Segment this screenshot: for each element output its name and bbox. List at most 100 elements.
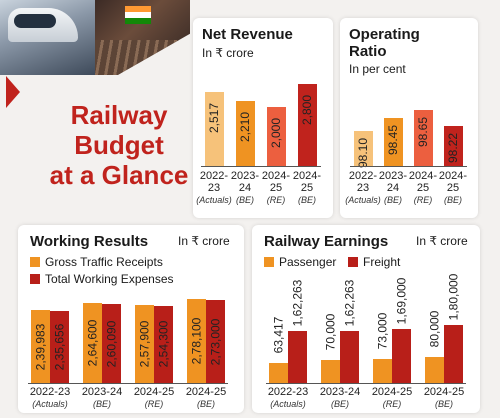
x-tick-line: 2022- (348, 170, 378, 182)
x-tick-sublabel: (BE) (435, 399, 453, 409)
x-tick-sublabel: (BE) (444, 195, 462, 205)
x-tick-line: 24 (238, 182, 252, 194)
bar-total-working-expenses-1 (102, 304, 121, 383)
bar-passenger-2 (373, 359, 392, 383)
bar-2024-25-RE (413, 109, 433, 166)
x-tick-line: 2022-23 (29, 386, 71, 398)
x-tick-line: 2022- (199, 170, 229, 182)
bar-2024-25 (443, 126, 463, 166)
x-tick-line: 2024- (292, 170, 322, 182)
bar-2024-25-RE (266, 107, 286, 166)
flag-image (95, 0, 190, 75)
x-tick-line: 2023- (230, 170, 260, 182)
data-label: 2,78,100 (189, 317, 204, 365)
x-tick-sublabel: (BE) (384, 195, 402, 205)
bar-gross-traffic-receipts-2 (135, 304, 154, 383)
x-tick-line: 2024-25 (371, 386, 413, 398)
x-tick-label-3: 2024-25(BE) (418, 386, 470, 410)
net-revenue-title: Net Revenue (202, 26, 293, 43)
net-revenue-card: Net Revenue In ₹ crore 2,517 2022- 23 (Actu… (193, 18, 333, 218)
x-tick-line: 2024- (438, 170, 468, 182)
x-tick-label-2: 2024-25(RE) (256, 170, 296, 206)
data-label: 63,417 (271, 316, 286, 353)
x-tick-line: 2023-24 (81, 386, 123, 398)
x-tick-label-0: 2022-23(Actuals) (24, 386, 76, 410)
operating-ratio-card: Operating Ratio In per cent 98.10 2022- 23… (340, 18, 478, 218)
bar-freight-1 (340, 330, 359, 383)
bar-gross-traffic-receipts-1 (83, 302, 102, 383)
bar-2023-24 (383, 117, 403, 166)
x-tick-label-3: 2024-25(BE) (287, 170, 327, 206)
x-tick-label-3: 2024-25(BE) (180, 386, 232, 410)
hero-line-1: Railway (70, 100, 168, 130)
bar-2024-25 (297, 83, 317, 166)
x-tick-sublabel: (RE) (144, 399, 164, 409)
x-axis-baseline (266, 383, 466, 384)
data-label: 73,000 (375, 313, 390, 350)
bar-gross-traffic-receipts-3 (187, 298, 206, 383)
data-label: 2,517 (207, 103, 222, 134)
x-tick-sublabel: (Actuals) (345, 195, 381, 205)
x-tick-label-2: 2024-25(RE) (403, 170, 443, 206)
train-image (0, 0, 95, 75)
data-label: 98.10 (356, 138, 371, 169)
bar-2023-24 (235, 101, 255, 166)
data-label: 2,800 (300, 94, 315, 125)
data-label: 2,210 (238, 112, 253, 143)
legend-label: Total Working Expenses (45, 272, 174, 286)
bar-freight-3 (444, 325, 463, 383)
working-results-card: Working Results In ₹ crore Gross Traffic… (18, 225, 244, 413)
x-tick-line: 25 (300, 182, 314, 194)
x-axis-baseline (349, 166, 467, 167)
data-label: 1,62,263 (342, 279, 357, 327)
x-axis-baseline (200, 166, 321, 167)
x-tick-label-0: 2022-23(Actuals) (343, 170, 383, 206)
data-label: 1,69,000 (394, 277, 409, 324)
x-tick-sublabel: (BE) (93, 399, 111, 409)
x-tick-label-3: 2024-25(BE) (433, 170, 473, 206)
data-label: 2,60,090 (104, 320, 119, 367)
x-tick-sublabel: (Actuals) (196, 195, 232, 205)
x-tick-label-0: 2022-23(Actuals) (262, 386, 314, 410)
data-label: 98.22 (446, 133, 461, 164)
data-label: 2,54,300 (156, 321, 171, 368)
legend-passenger: Passenger (264, 255, 336, 269)
operating-ratio-unit: In per cent (349, 62, 406, 76)
x-tick-label-1: 2023-24(BE) (225, 170, 265, 206)
data-label: 2,000 (269, 118, 284, 149)
railway-earnings-unit: In ₹ crore (416, 234, 468, 248)
x-tick-label-1: 2023-24(BE) (314, 386, 366, 410)
bar-total-working-expenses-3 (206, 300, 225, 383)
data-label: 98.65 (416, 116, 431, 147)
legend-swatch-orange (30, 257, 40, 267)
legend-freight: Freight (348, 255, 400, 269)
arrow-icon (6, 76, 20, 108)
x-axis-baseline (28, 383, 228, 384)
working-results-title: Working Results (30, 233, 149, 250)
legend-label: Freight (363, 255, 401, 269)
x-tick-line: 25 (446, 182, 460, 194)
data-label: 2,64,600 (85, 319, 100, 367)
bar-2022-23 (353, 131, 373, 166)
x-tick-sublabel: (BE) (236, 195, 254, 205)
data-label: 1,62,263 (290, 279, 305, 327)
bar-gross-traffic-receipts-0 (31, 310, 50, 383)
legend-swatch-red (348, 257, 358, 267)
x-tick-line: 24 (386, 182, 400, 194)
x-tick-line: 2024- (408, 170, 438, 182)
data-label: 2,73,000 (208, 318, 223, 365)
x-tick-label-2: 2024-25(RE) (366, 386, 418, 410)
data-label: 2,57,900 (137, 320, 152, 368)
legend-label: Passenger (279, 255, 337, 269)
hero-line-2: Budget (74, 130, 164, 160)
x-tick-label-1: 2023-24(BE) (373, 170, 413, 206)
data-label: 98.45 (386, 124, 401, 155)
x-tick-sublabel: (BE) (331, 399, 349, 409)
x-tick-label-1: 2023-24(BE) (76, 386, 128, 410)
x-tick-line: 2024-25 (185, 386, 227, 398)
x-tick-line: 2023- (378, 170, 408, 182)
x-tick-line: 23 (207, 182, 221, 194)
legend-swatch-orange (264, 257, 274, 267)
working-results-unit: In ₹ crore (178, 234, 230, 248)
